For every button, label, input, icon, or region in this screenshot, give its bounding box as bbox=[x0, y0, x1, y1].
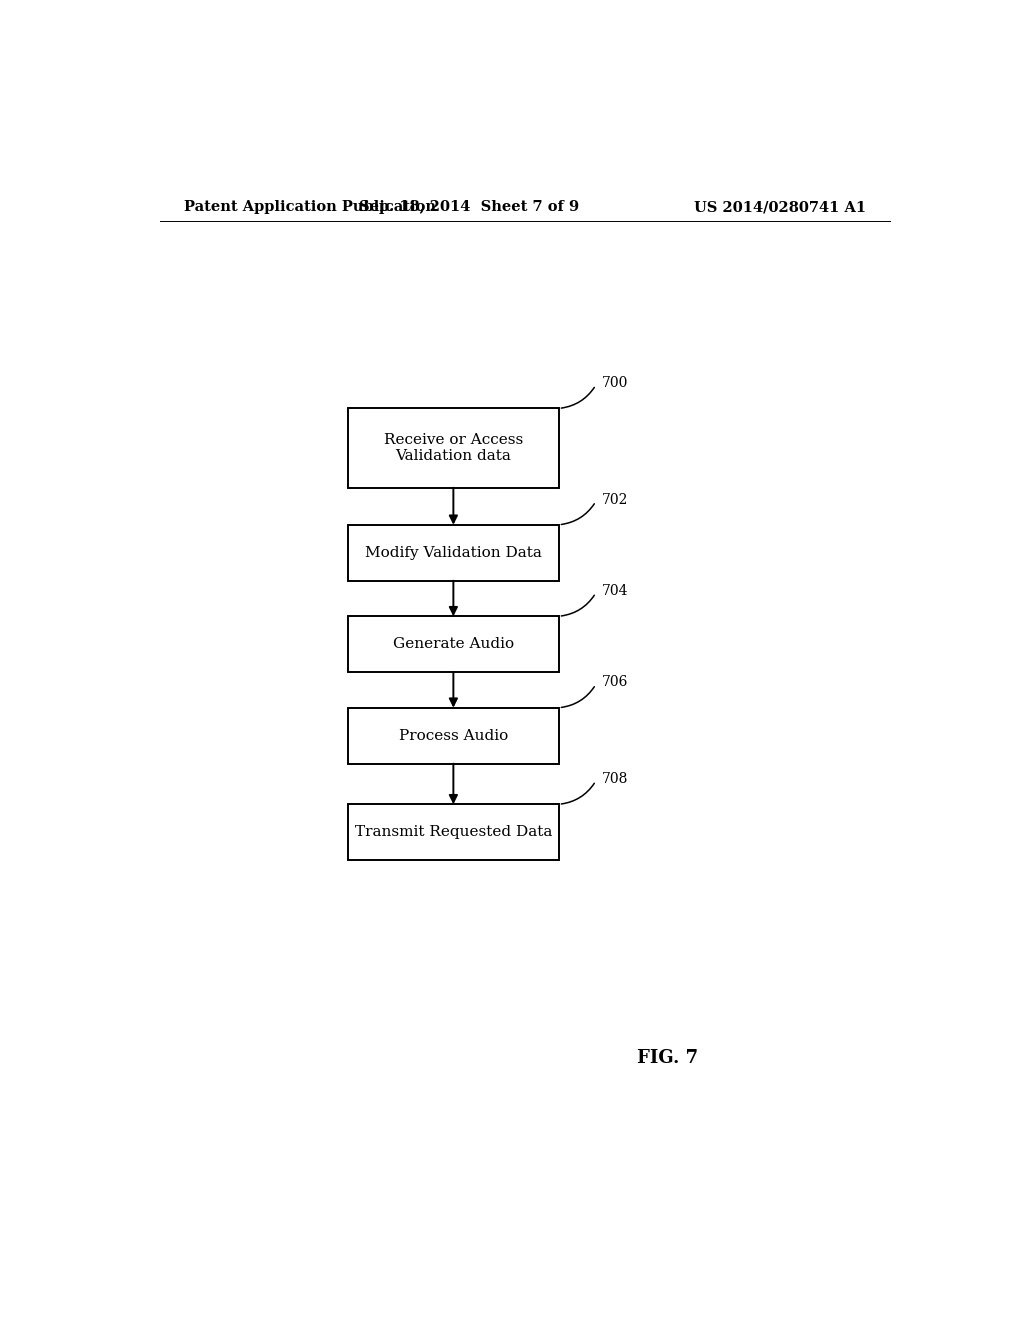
Text: Patent Application Publication: Patent Application Publication bbox=[183, 201, 435, 214]
Text: Sep. 18, 2014  Sheet 7 of 9: Sep. 18, 2014 Sheet 7 of 9 bbox=[359, 201, 580, 214]
Text: Receive or Access
Validation data: Receive or Access Validation data bbox=[384, 433, 523, 463]
Bar bbox=[348, 525, 558, 581]
Text: Generate Audio: Generate Audio bbox=[393, 638, 514, 651]
Bar bbox=[348, 708, 558, 764]
Text: US 2014/0280741 A1: US 2014/0280741 A1 bbox=[694, 201, 866, 214]
Bar bbox=[348, 616, 558, 672]
Text: Transmit Requested Data: Transmit Requested Data bbox=[354, 825, 552, 840]
Text: Process Audio: Process Audio bbox=[398, 729, 508, 743]
Text: 708: 708 bbox=[602, 772, 629, 785]
Text: 704: 704 bbox=[602, 583, 629, 598]
Text: 706: 706 bbox=[602, 676, 629, 689]
Text: FIG. 7: FIG. 7 bbox=[637, 1049, 698, 1067]
Text: 700: 700 bbox=[602, 376, 629, 391]
Text: Modify Validation Data: Modify Validation Data bbox=[365, 545, 542, 560]
Bar bbox=[348, 804, 558, 861]
Text: 702: 702 bbox=[602, 492, 629, 507]
Bar bbox=[348, 408, 558, 487]
